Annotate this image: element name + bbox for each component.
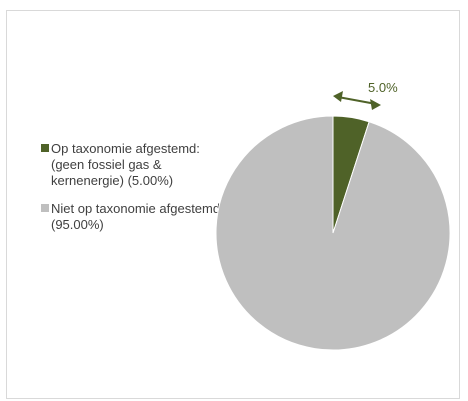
arrow-line (337, 96, 377, 105)
arrow-head-left (333, 91, 343, 102)
data-label-aligned: 5.0% (368, 80, 398, 95)
arrow-head-right (370, 99, 381, 110)
legend-label-not-aligned: Niet op taxonomie afgestemd (95.00%) (51, 201, 221, 232)
chart-legend: Op taxonomie afgestemd: (geen fossiel ga… (41, 141, 226, 245)
pie-slice-not-aligned (215, 115, 451, 351)
legend-swatch-aligned (41, 144, 49, 152)
legend-item-not-aligned: Niet op taxonomie afgestemd (95.00%) (41, 201, 226, 233)
legend-label-aligned: Op taxonomie afgestemd: (geen fossiel ga… (51, 141, 200, 188)
legend-swatch-not-aligned (41, 204, 49, 212)
legend-item-aligned: Op taxonomie afgestemd: (geen fossiel ga… (41, 141, 226, 189)
